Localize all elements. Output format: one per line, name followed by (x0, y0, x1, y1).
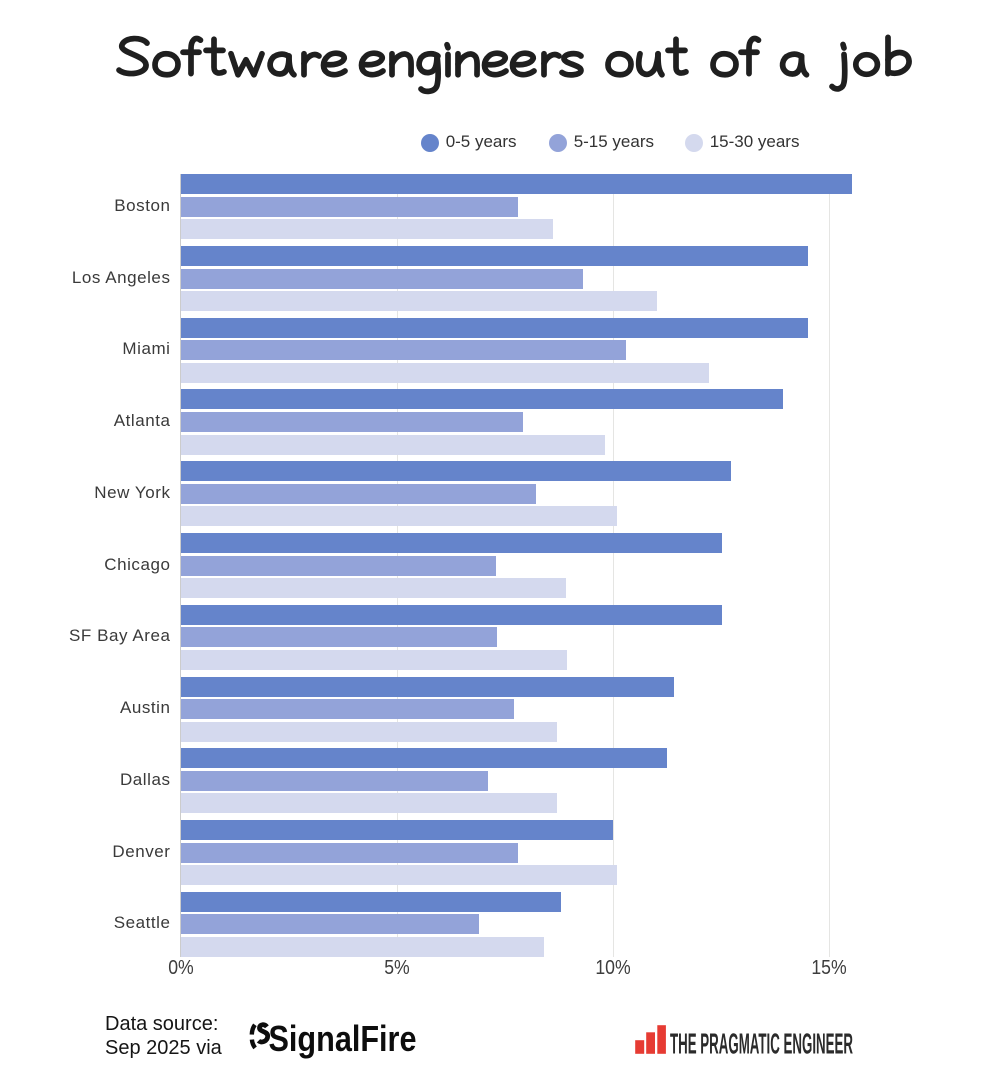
svg-text:SignalFire: SignalFire (269, 1018, 417, 1059)
svg-text:THE PRAGMATIC ENGINEER: THE PRAGMATIC ENGINEER (670, 1029, 853, 1061)
